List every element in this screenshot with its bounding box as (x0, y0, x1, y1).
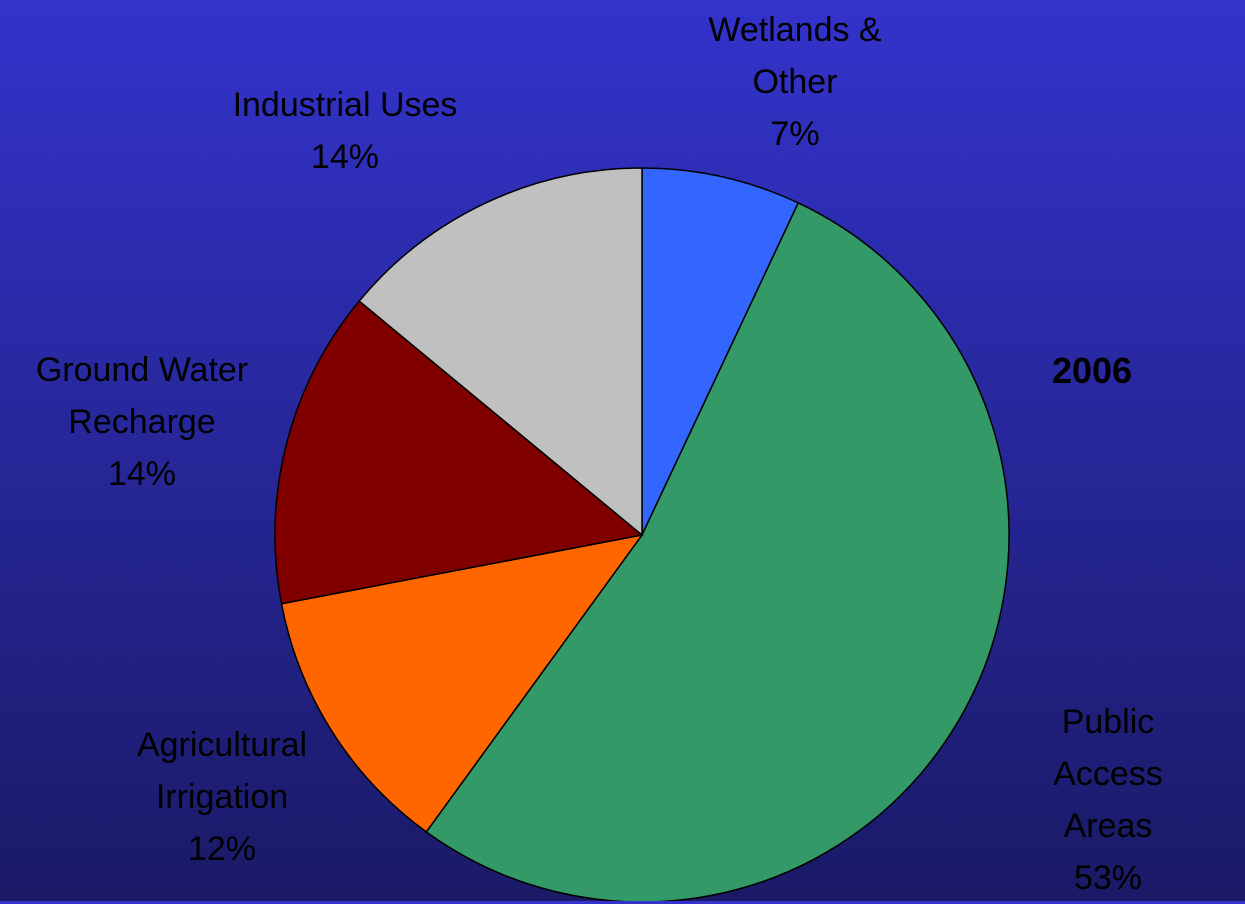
chart-title: 2006 (1051, 350, 1133, 391)
category-label: Wetlands & Other (708, 11, 882, 101)
value-label: 14% (310, 138, 380, 176)
slice-label: Industrial Uses 14% (233, 79, 458, 183)
slice-label: Public Access Areas 53% (1040, 696, 1177, 904)
value-label: 53% (1073, 859, 1143, 897)
slice-label: Wetlands & Other 7% (708, 4, 881, 160)
pie-slice (358, 167, 643, 537)
slice-label: Ground Water Recharge 14% (36, 344, 248, 500)
value-label: 12% (187, 830, 257, 868)
value-label: 7% (770, 115, 820, 153)
pie-slice (280, 533, 644, 833)
category-label: Industrial Uses (232, 86, 458, 124)
category-label: Public Access Areas (1053, 703, 1163, 845)
pie-slice (274, 300, 644, 605)
category-label: Agricultural Irrigation (136, 726, 308, 816)
category-label: Ground Water Recharge (35, 351, 249, 441)
pie-slice (425, 201, 1010, 901)
slice-label: Agricultural Irrigation 12% (137, 719, 307, 875)
pie-slice (641, 167, 800, 536)
value-label: 14% (107, 455, 177, 493)
